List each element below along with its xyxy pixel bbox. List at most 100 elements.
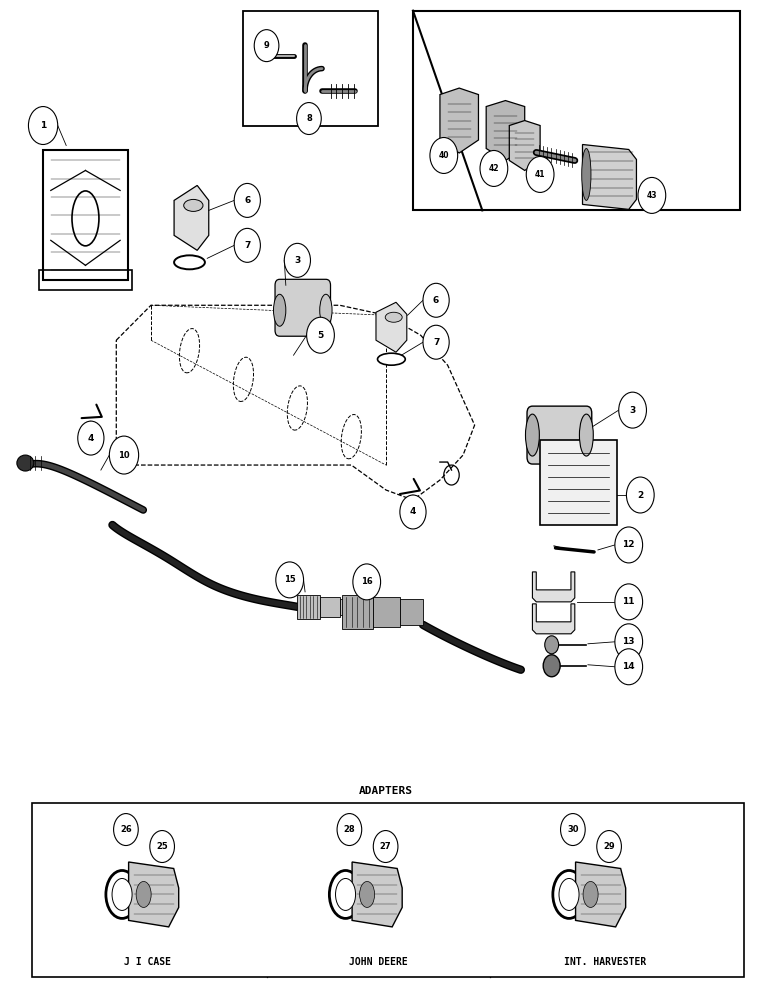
Polygon shape — [376, 302, 407, 352]
Ellipse shape — [174, 255, 205, 269]
Polygon shape — [174, 185, 208, 250]
Text: 14: 14 — [622, 662, 635, 671]
Circle shape — [234, 228, 260, 262]
Bar — [320, 597, 340, 617]
Bar — [400, 599, 423, 625]
Ellipse shape — [17, 455, 34, 471]
Circle shape — [150, 831, 174, 862]
Bar — [413, 11, 740, 210]
Ellipse shape — [106, 870, 138, 918]
Bar — [32, 803, 744, 977]
FancyBboxPatch shape — [275, 279, 330, 336]
Circle shape — [284, 243, 310, 277]
Circle shape — [296, 103, 321, 135]
Circle shape — [110, 436, 139, 474]
Text: 30: 30 — [567, 825, 579, 834]
Circle shape — [615, 527, 642, 563]
Polygon shape — [129, 862, 178, 927]
Text: 11: 11 — [622, 597, 635, 606]
Circle shape — [527, 156, 554, 192]
Text: 27: 27 — [380, 842, 391, 851]
Bar — [540, 440, 617, 525]
Ellipse shape — [336, 878, 356, 910]
Text: 26: 26 — [120, 825, 132, 834]
Text: 8: 8 — [306, 114, 312, 123]
Circle shape — [234, 183, 260, 217]
Ellipse shape — [330, 870, 362, 918]
Circle shape — [560, 814, 585, 846]
Text: 6: 6 — [244, 196, 250, 205]
Ellipse shape — [273, 294, 286, 326]
Text: 3: 3 — [294, 256, 300, 265]
Text: 29: 29 — [603, 842, 615, 851]
Circle shape — [615, 649, 642, 685]
Circle shape — [78, 421, 104, 455]
Ellipse shape — [360, 881, 374, 907]
Text: 4: 4 — [410, 507, 416, 516]
Bar — [342, 595, 373, 629]
Text: 15: 15 — [284, 575, 296, 584]
Text: 41: 41 — [535, 170, 545, 179]
Circle shape — [480, 150, 508, 186]
Circle shape — [306, 317, 334, 353]
Polygon shape — [440, 88, 479, 153]
Polygon shape — [533, 604, 575, 634]
Circle shape — [543, 655, 560, 677]
Ellipse shape — [385, 312, 402, 322]
Text: 16: 16 — [361, 577, 373, 586]
Circle shape — [615, 624, 642, 660]
Circle shape — [545, 636, 559, 654]
Circle shape — [374, 831, 398, 862]
FancyBboxPatch shape — [527, 406, 592, 464]
Text: 4: 4 — [88, 434, 94, 443]
Text: J I CASE: J I CASE — [124, 957, 171, 967]
Circle shape — [400, 495, 426, 529]
Ellipse shape — [184, 199, 203, 211]
Circle shape — [597, 831, 621, 862]
Text: 7: 7 — [244, 241, 250, 250]
Circle shape — [423, 325, 449, 359]
Ellipse shape — [526, 414, 540, 456]
Text: 42: 42 — [489, 164, 499, 173]
Text: 3: 3 — [629, 406, 635, 415]
Bar — [340, 599, 355, 615]
Text: 28: 28 — [344, 825, 355, 834]
Polygon shape — [583, 144, 636, 209]
Ellipse shape — [320, 294, 332, 326]
Circle shape — [353, 564, 381, 600]
Circle shape — [276, 562, 303, 598]
Polygon shape — [352, 862, 402, 927]
Polygon shape — [533, 572, 575, 602]
Circle shape — [626, 477, 654, 513]
Circle shape — [113, 814, 138, 846]
Circle shape — [254, 30, 279, 62]
Ellipse shape — [580, 414, 594, 456]
Text: 9: 9 — [264, 41, 269, 50]
Ellipse shape — [553, 870, 585, 918]
Circle shape — [618, 392, 646, 428]
Ellipse shape — [378, 353, 405, 365]
Text: 12: 12 — [622, 540, 635, 549]
Circle shape — [29, 107, 58, 144]
Bar — [243, 11, 378, 126]
Text: ADAPTERS: ADAPTERS — [359, 786, 413, 796]
Bar — [297, 595, 320, 619]
Circle shape — [430, 138, 458, 173]
Ellipse shape — [582, 148, 591, 200]
Circle shape — [337, 814, 362, 846]
Text: JOHN DEERE: JOHN DEERE — [349, 957, 408, 967]
Text: 13: 13 — [622, 637, 635, 646]
Text: 2: 2 — [637, 491, 643, 500]
Ellipse shape — [583, 881, 598, 907]
Polygon shape — [510, 121, 540, 170]
Bar — [373, 597, 400, 627]
Ellipse shape — [112, 878, 132, 910]
Text: 5: 5 — [317, 331, 323, 340]
Polygon shape — [486, 101, 525, 160]
Text: INT. HARVESTER: INT. HARVESTER — [564, 957, 647, 967]
Polygon shape — [576, 862, 625, 927]
Circle shape — [615, 584, 642, 620]
Text: 1: 1 — [40, 121, 46, 130]
Text: 43: 43 — [647, 191, 657, 200]
Circle shape — [638, 177, 665, 213]
